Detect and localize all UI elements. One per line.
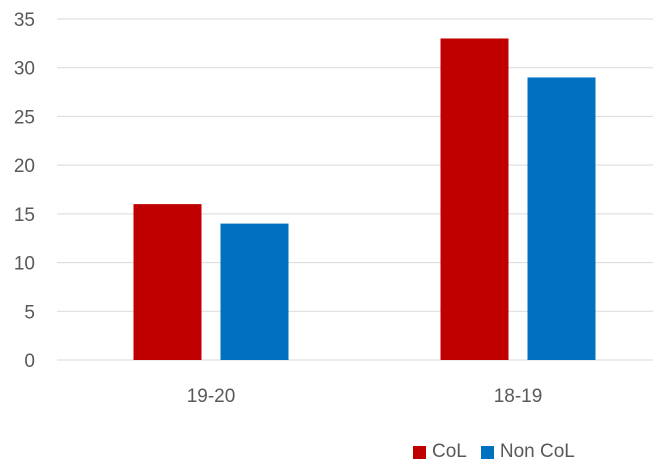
x-category-label: 18-19	[494, 386, 543, 407]
bar-col-18-19	[440, 38, 509, 360]
legend-label-non-col: Non CoL	[499, 441, 575, 462]
y-tick-label: 0	[24, 351, 35, 372]
legend: CoL Non CoL	[413, 441, 575, 463]
y-tick-label: 30	[14, 59, 35, 80]
legend-swatch-col	[413, 445, 426, 459]
legend-label-col: CoL	[432, 441, 467, 462]
y-tick-label: 5	[24, 302, 35, 323]
x-category-label: 19-20	[187, 386, 236, 407]
bars	[133, 38, 596, 360]
bar-non-col-19-20	[220, 223, 289, 360]
bar-non-col-18-19	[527, 77, 596, 360]
legend-item-col: CoL	[413, 441, 467, 463]
y-tick-label: 20	[14, 156, 35, 177]
y-tick-label: 25	[14, 107, 35, 128]
bar-col-19-20	[133, 204, 202, 360]
x-axis-labels: 19-20 18-19	[187, 386, 543, 407]
y-tick-label: 15	[14, 205, 35, 226]
y-tick-label: 10	[14, 254, 35, 275]
legend-item-non-col: Non CoL	[480, 441, 575, 463]
legend-swatch-non-col	[480, 445, 494, 459]
y-tick-label: 35	[14, 10, 35, 31]
y-axis-ticks: 0 5 10 15 20 25 30 35	[14, 10, 35, 372]
